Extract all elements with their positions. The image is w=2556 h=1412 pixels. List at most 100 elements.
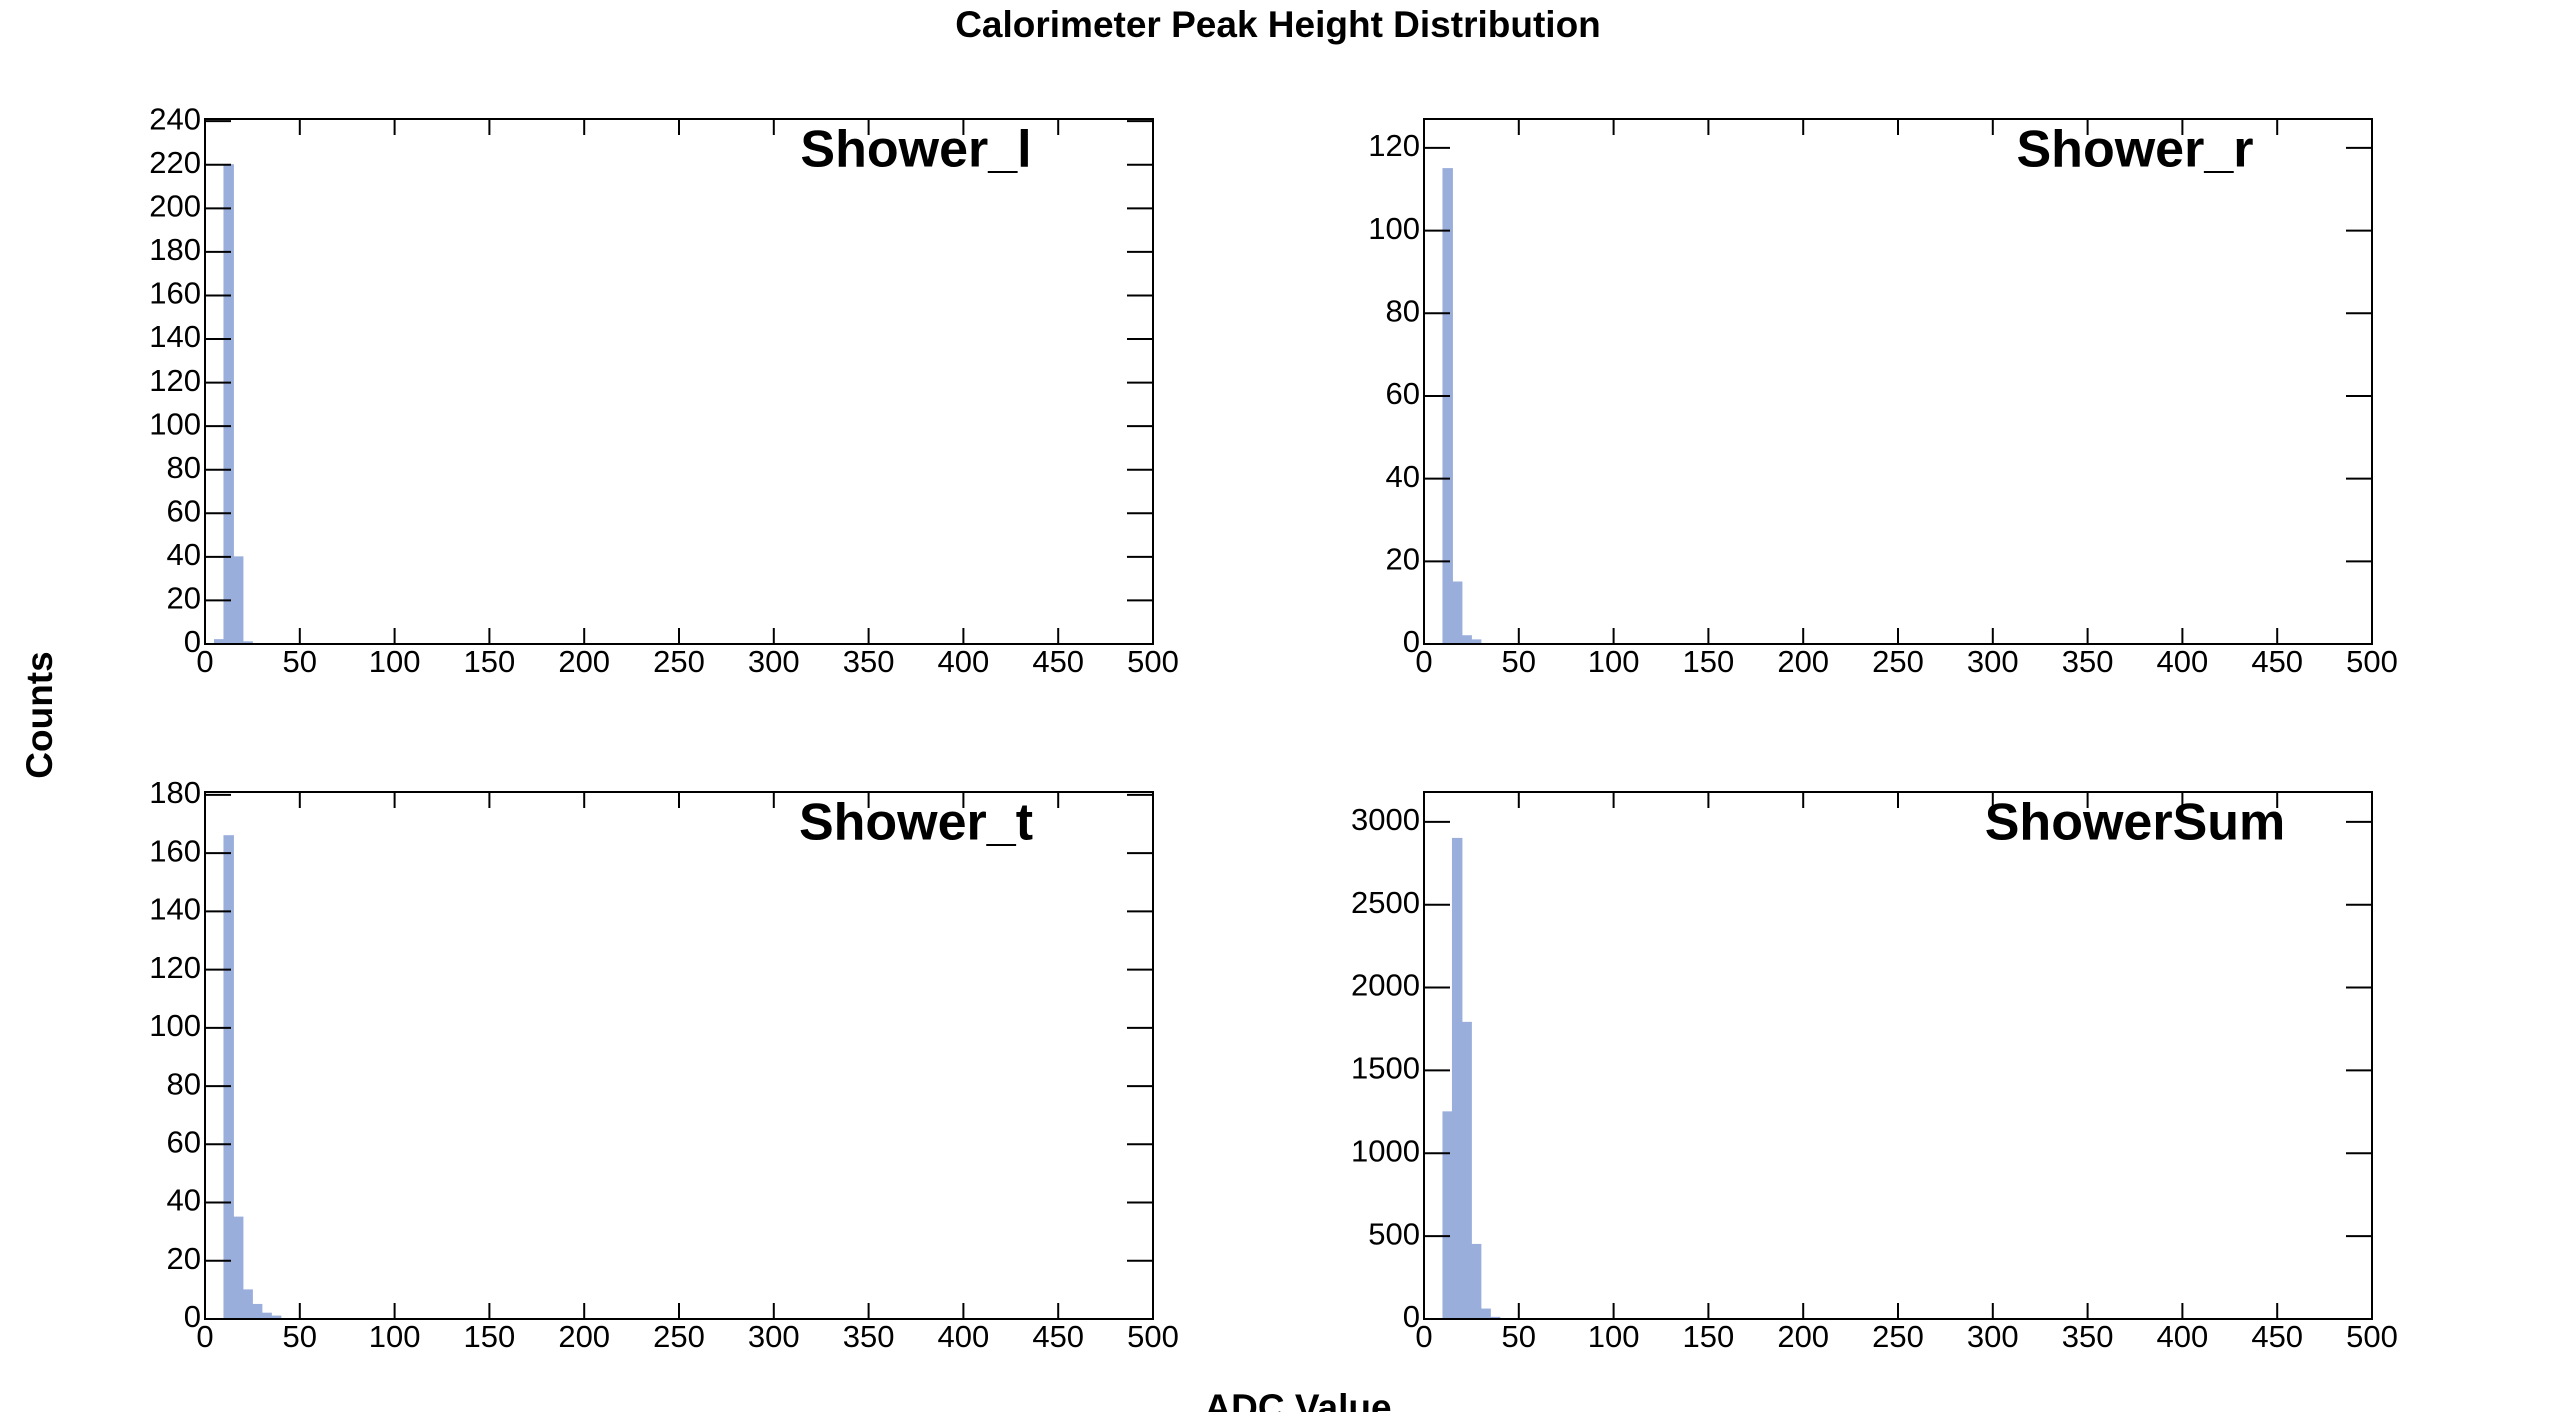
x-axis-label: ADC Value xyxy=(1204,1387,1391,1412)
y-tick-label: 2500 xyxy=(1351,885,1420,920)
y-tick-label: 2000 xyxy=(1351,968,1420,1003)
panel-title: Shower_r xyxy=(2017,121,2254,179)
x-tick-label: 350 xyxy=(843,644,895,679)
x-tick-label: 450 xyxy=(1032,1319,1084,1354)
bar xyxy=(223,164,234,645)
y-tick-label: 1000 xyxy=(1351,1133,1420,1168)
bar xyxy=(1451,581,1463,645)
plot-frame xyxy=(1423,791,2373,1320)
y-tick-label: 180 xyxy=(149,232,201,267)
panel-title: ShowerSum xyxy=(1985,794,2286,852)
x-tick-label: 250 xyxy=(1872,1319,1924,1354)
x-tick-label: 450 xyxy=(1032,644,1084,679)
x-tick-label: 50 xyxy=(283,644,317,679)
x-tick-label: 0 xyxy=(1415,644,1432,679)
y-tick-label: 60 xyxy=(167,493,201,528)
x-tick-label: 500 xyxy=(2346,644,2398,679)
panel: 0 50 100 150 200 250 300 350 400 450 500 0 20 40 60 80 1… xyxy=(149,775,1179,1354)
x-tick-label: 250 xyxy=(1872,644,1924,679)
x-tick-label: 500 xyxy=(2346,1319,2398,1354)
bar xyxy=(1442,168,1453,645)
y-tick-label: 140 xyxy=(149,319,201,354)
y-tick-label: 20 xyxy=(167,581,201,616)
y-tick-label: 120 xyxy=(149,363,201,398)
x-tick-label: 150 xyxy=(1683,644,1735,679)
bar xyxy=(1442,1111,1453,1320)
x-tick-label: 100 xyxy=(369,644,421,679)
x-tick-label: 150 xyxy=(464,1319,516,1354)
y-tick-label: 140 xyxy=(149,892,201,927)
y-tick-label: 40 xyxy=(167,537,201,572)
figure-title: Calorimeter Peak Height Distribution xyxy=(955,4,1601,45)
x-tick-label: 300 xyxy=(1967,644,2019,679)
x-tick-label: 350 xyxy=(843,1319,895,1354)
x-tick-label: 200 xyxy=(1777,1319,1829,1354)
bar xyxy=(1480,1308,1491,1320)
x-tick-label: 500 xyxy=(1127,644,1179,679)
bar xyxy=(1461,1021,1472,1320)
bar xyxy=(251,1303,263,1320)
panel-title: Shower_l xyxy=(800,121,1031,179)
y-tick-label: 160 xyxy=(149,833,201,868)
y-tick-label: 0 xyxy=(1403,624,1420,659)
x-tick-label: 400 xyxy=(2157,1319,2209,1354)
x-tick-label: 400 xyxy=(938,1319,990,1354)
y-tick-label: 500 xyxy=(1368,1216,1420,1251)
panel: 0 50 100 150 200 250 300 350 400 450 500 0 20 40 60 80 1… xyxy=(149,101,1179,679)
x-tick-label: 100 xyxy=(369,1319,421,1354)
y-tick-label: 120 xyxy=(1368,128,1420,163)
x-tick-label: 0 xyxy=(1415,1319,1432,1354)
x-tick-label: 100 xyxy=(1588,644,1640,679)
y-tick-label: 200 xyxy=(149,189,201,224)
x-tick-label: 400 xyxy=(938,644,990,679)
plot-frame xyxy=(204,118,1154,645)
y-tick-label: 120 xyxy=(149,950,201,985)
y-tick-label: 100 xyxy=(149,1008,201,1043)
y-tick-label: 40 xyxy=(167,1183,201,1218)
x-tick-label: 100 xyxy=(1588,1319,1640,1354)
bar xyxy=(242,1289,253,1320)
y-tick-label: 40 xyxy=(1386,459,1420,494)
y-tick-label: 1500 xyxy=(1351,1051,1420,1086)
y-tick-label: 100 xyxy=(1368,211,1420,246)
x-tick-label: 200 xyxy=(558,1319,610,1354)
y-tick-label: 60 xyxy=(167,1124,201,1159)
x-tick-label: 300 xyxy=(748,1319,800,1354)
x-tick-label: 350 xyxy=(2062,644,2114,679)
bar xyxy=(232,1216,244,1320)
bar xyxy=(223,835,234,1320)
y-tick-label: 80 xyxy=(167,1066,201,1101)
x-tick-label: 250 xyxy=(653,644,705,679)
plot-frame xyxy=(204,791,1154,1320)
x-tick-label: 300 xyxy=(1967,1319,2019,1354)
bar xyxy=(232,556,244,645)
x-tick-label: 500 xyxy=(1127,1319,1179,1354)
y-tick-label: 80 xyxy=(167,450,201,485)
bar xyxy=(1461,635,1472,645)
panel: 0 50 100 150 200 250 300 350 400 450 500 0 20 40 60 80 1… xyxy=(1368,118,2398,679)
x-tick-label: 250 xyxy=(653,1319,705,1354)
panel-title: Shower_t xyxy=(799,794,1033,852)
y-tick-label: 220 xyxy=(149,145,201,180)
y-tick-label: 0 xyxy=(1403,1299,1420,1334)
bar xyxy=(1470,1243,1482,1320)
x-tick-label: 450 xyxy=(2251,1319,2303,1354)
bar xyxy=(1451,837,1463,1320)
x-tick-label: 400 xyxy=(2157,644,2209,679)
x-tick-label: 150 xyxy=(1683,1319,1735,1354)
y-tick-label: 20 xyxy=(167,1241,201,1276)
x-tick-label: 300 xyxy=(748,644,800,679)
x-tick-label: 50 xyxy=(1502,1319,1536,1354)
x-tick-label: 0 xyxy=(196,1319,213,1354)
y-tick-label: 240 xyxy=(149,101,201,136)
y-tick-label: 80 xyxy=(1386,293,1420,328)
x-tick-label: 0 xyxy=(196,644,213,679)
x-tick-label: 50 xyxy=(1502,644,1536,679)
x-tick-label: 200 xyxy=(1777,644,1829,679)
y-tick-label: 60 xyxy=(1386,376,1420,411)
x-tick-label: 50 xyxy=(283,1319,317,1354)
x-tick-label: 350 xyxy=(2062,1319,2114,1354)
y-tick-label: 160 xyxy=(149,276,201,311)
y-tick-label: 3000 xyxy=(1351,802,1420,837)
